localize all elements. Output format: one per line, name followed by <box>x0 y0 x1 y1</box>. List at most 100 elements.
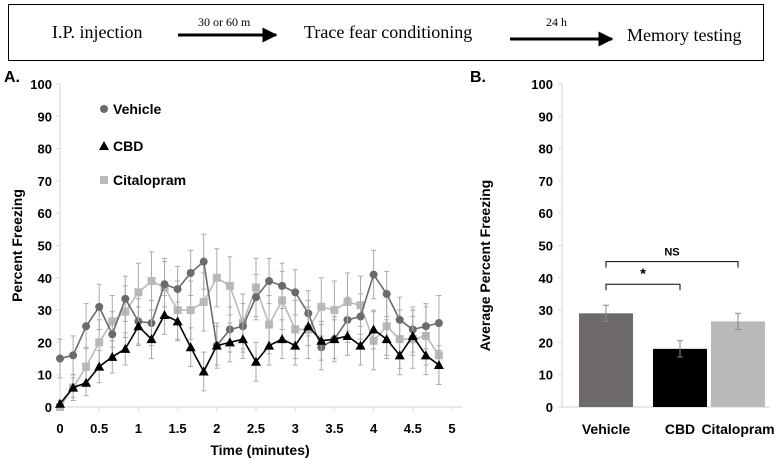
a-data-point <box>55 398 65 408</box>
b-category-label: CBD <box>665 421 695 437</box>
a-y-tick-label: 50 <box>38 239 52 254</box>
protocol-flow-box <box>8 4 764 61</box>
a-data-point <box>134 288 143 297</box>
protocol-arrow1-label: 30 or 60 m <box>198 15 251 29</box>
b-category-label: Vehicle <box>582 421 630 437</box>
b-y-tick-label: 60 <box>539 206 553 221</box>
protocol-step-conditioning: Trace fear conditioning <box>304 22 473 42</box>
a-data-point <box>108 330 117 339</box>
a-x-tick-label: 4.5 <box>404 421 422 436</box>
a-data-point <box>120 343 131 353</box>
b-significance-bracket <box>605 261 739 268</box>
a-data-point <box>252 293 260 302</box>
a-data-point <box>146 334 157 344</box>
a-data-point <box>342 330 353 340</box>
b-bar-cbd <box>653 348 707 407</box>
a-series-cbd <box>55 295 444 408</box>
a-data-point <box>369 270 378 279</box>
a-legend-marker <box>100 176 108 184</box>
a-data-point <box>159 309 170 319</box>
a-data-point <box>107 351 118 361</box>
a-data-point <box>278 281 287 290</box>
a-data-point <box>212 273 221 282</box>
a-data-point <box>199 257 208 266</box>
b-y-tick-label: 100 <box>531 77 553 92</box>
a-y-tick-label: 20 <box>38 335 52 350</box>
a-x-tick-label: 2 <box>213 421 220 436</box>
a-data-point <box>368 324 379 334</box>
a-x-tick-label: 1 <box>135 421 142 436</box>
b-significance-bracket <box>605 283 681 291</box>
b-y-tick-label: 0 <box>546 400 553 415</box>
a-legend-label: CBD <box>113 138 143 154</box>
a-data-point <box>172 316 183 326</box>
a-y-axis-title: Percent Freezing <box>9 189 25 302</box>
panel-a-label: A. <box>4 69 20 86</box>
a-legend-label: Vehicle <box>113 101 161 117</box>
a-data-point <box>407 330 418 340</box>
a-y-tick-label: 10 <box>38 368 52 383</box>
a-data-point <box>133 321 144 331</box>
a-data-point <box>147 277 156 286</box>
a-data-point <box>264 340 275 350</box>
a-legend-label: Citalopram <box>113 172 186 188</box>
a-data-point <box>291 288 300 297</box>
a-data-point <box>433 360 444 370</box>
a-data-point <box>381 334 392 344</box>
a-legend-marker <box>99 141 109 150</box>
panel-a-line-chart: 0 10 20 30 40 50 60 70 80 90 100 0 0.5 1 1.5 2 2.5 3 3.5 4 4… <box>9 77 462 458</box>
a-data-point <box>394 350 405 360</box>
a-data-point <box>329 334 340 344</box>
a-data-point <box>160 280 169 289</box>
a-data-point <box>95 302 104 311</box>
a-data-point <box>224 337 235 347</box>
protocol-arrow2-label: 24 h <box>546 15 567 29</box>
a-data-point <box>68 382 79 392</box>
b-y-tick-label: 20 <box>539 335 553 350</box>
a-data-point <box>290 340 301 350</box>
a-data-point <box>316 335 327 345</box>
a-y-tick-label: 90 <box>38 109 52 124</box>
b-bar-vehicle <box>579 313 633 407</box>
a-data-point <box>198 366 209 376</box>
b-bar-citalopram <box>711 321 765 407</box>
a-data-point <box>56 354 64 363</box>
a-data-point <box>81 377 92 387</box>
a-series-line <box>59 260 440 360</box>
a-data-point <box>434 319 443 328</box>
panel-b-bar-chart: 0 10 20 30 40 50 60 70 80 90 100 Average Percent Fr… <box>477 77 775 437</box>
b-y-tick-label: 30 <box>539 303 553 318</box>
b-y-tick-label: 50 <box>539 239 553 254</box>
b-category-label: Citalopram <box>701 421 774 437</box>
a-series-line <box>59 313 440 405</box>
b-significance-label: NS <box>664 247 679 259</box>
a-x-tick-label: 3 <box>292 421 299 436</box>
a-data-point <box>82 322 91 331</box>
b-significance-label: * <box>640 265 646 282</box>
a-data-point <box>95 338 104 347</box>
a-data-point <box>277 334 288 344</box>
a-data-point <box>186 268 195 277</box>
a-data-point <box>199 298 208 307</box>
a-x-tick-label: 0.5 <box>90 421 108 436</box>
a-y-tick-label: 0 <box>45 400 52 415</box>
a-data-point <box>421 322 430 331</box>
a-legend-marker <box>100 105 108 113</box>
a-y-tick-label: 70 <box>38 174 52 189</box>
a-data-point <box>251 356 261 366</box>
b-y-tick-label: 70 <box>539 174 553 189</box>
a-data-point <box>237 334 248 344</box>
a-y-tick-label: 100 <box>30 77 52 92</box>
a-data-point <box>186 306 195 315</box>
a-data-point <box>355 340 366 350</box>
a-x-tick-label: 2.5 <box>247 421 265 436</box>
protocol-step-memory: Memory testing <box>627 25 742 45</box>
a-data-point <box>185 342 196 352</box>
a-y-tick-label: 40 <box>38 271 52 286</box>
panel-b-label: B. <box>470 69 486 86</box>
a-data-point <box>420 350 431 360</box>
a-data-point <box>356 312 365 321</box>
a-x-tick-label: 3.5 <box>325 421 343 436</box>
a-y-tick-label: 60 <box>38 206 52 221</box>
